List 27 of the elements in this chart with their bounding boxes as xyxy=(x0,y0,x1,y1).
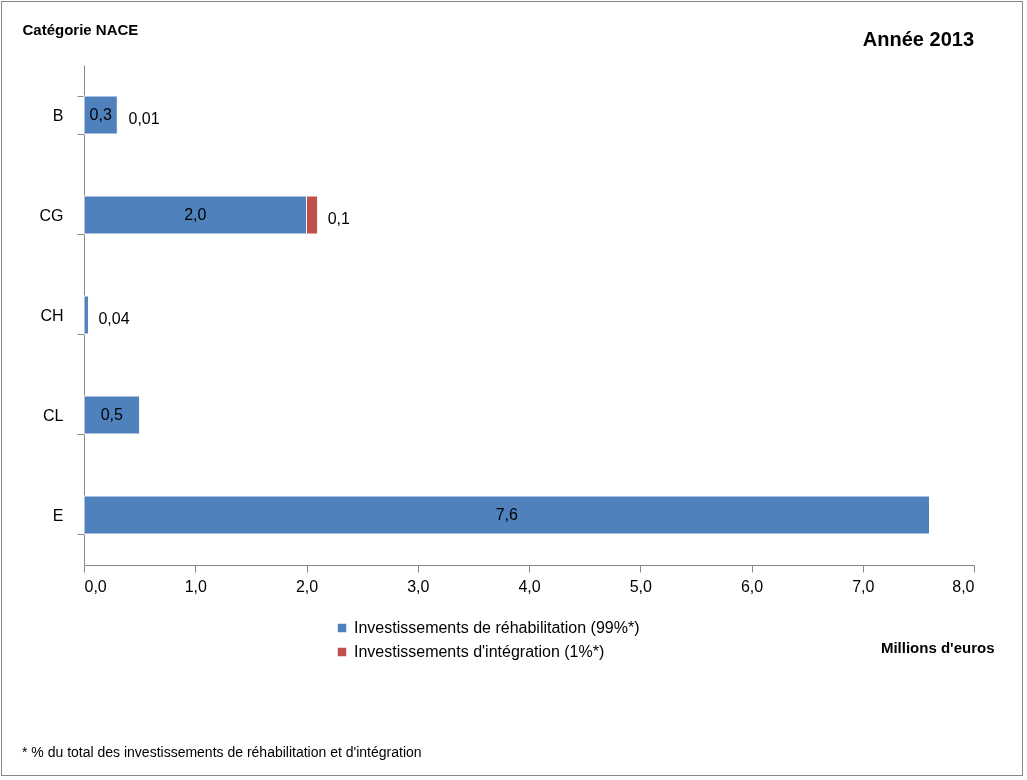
data-label: 7,6 xyxy=(495,506,518,523)
x-tick-label: 6,0 xyxy=(740,577,764,595)
legend-label: Investissements de réhabilitation (99%*) xyxy=(354,619,640,636)
x-tick-label: 4,0 xyxy=(518,577,541,595)
data-label: 0,01 xyxy=(128,110,160,127)
x-tick-label: 1,0 xyxy=(184,577,207,595)
y-tick-label: E xyxy=(52,506,64,524)
data-label: 2,0 xyxy=(184,206,207,223)
x-tick-label: 0,0 xyxy=(84,577,107,595)
x-axis-title: Millions d'euros xyxy=(880,638,995,656)
x-tick-label: 3,0 xyxy=(407,577,430,595)
text: * % du total des investissements de réhabilitation et d'intégration xyxy=(22,744,422,760)
data-label: 0,3 xyxy=(89,106,112,123)
chart-title: Année 2013 xyxy=(862,28,974,50)
data-label: 0,04 xyxy=(98,310,130,327)
x-tick-label: 5,0 xyxy=(629,577,652,595)
x-tick-label: 8,0 xyxy=(952,577,975,595)
x-tick-label: 7,0 xyxy=(852,577,875,595)
y-tick-label: B xyxy=(52,106,64,124)
legend-label: Investissements d'intégration (1%*) xyxy=(354,643,605,660)
y-axis-title: Catégorie NACE xyxy=(22,20,139,38)
data-label: 0,1 xyxy=(327,210,350,227)
x-tick-label: 2,0 xyxy=(295,577,319,595)
y-tick-label: CG xyxy=(39,206,64,224)
y-tick-label: CH xyxy=(40,306,64,324)
y-tick-label: CL xyxy=(43,406,64,424)
data-label: 0,5 xyxy=(100,406,124,423)
